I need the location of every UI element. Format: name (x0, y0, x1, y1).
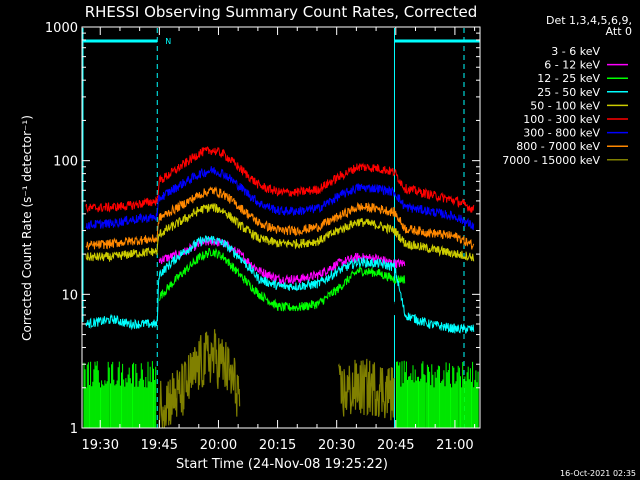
legend-label: 7000 - 15000 keV (502, 154, 600, 167)
footer-timestamp: 16-Oct-2021 02:35 (560, 469, 636, 478)
legend-header: Det 1,3,4,5,6,9, (546, 14, 632, 27)
night-annotation: N (165, 37, 171, 46)
night-markers: N (82, 28, 480, 428)
chart-title: RHESSI Observing Summary Count Rates, Co… (85, 3, 478, 21)
series-line (85, 146, 475, 213)
legend-label: 100 - 300 keV (523, 113, 600, 126)
legend-header: Att 0 (606, 25, 632, 38)
plot-frame (81, 26, 481, 429)
legend-label: 25 - 50 keV (537, 86, 600, 99)
series-night-noise (396, 360, 479, 428)
y-tick-label: 1 (70, 422, 78, 437)
legend-label: 800 - 7000 keV (516, 140, 600, 153)
legend-label: 3 - 6 keV (551, 45, 600, 58)
series-line (85, 235, 475, 334)
series-group (83, 146, 479, 429)
y-axis-label: Corrected Count Rate (s⁻¹ detector⁻¹) (20, 115, 34, 341)
series-line (158, 263, 406, 343)
legend-label: 6 - 12 keV (544, 59, 600, 72)
y-tick-label: 10 (61, 288, 78, 303)
series-line (158, 329, 395, 429)
series-line (85, 166, 475, 231)
legend-label: 12 - 25 keV (537, 72, 600, 85)
legend-label: 50 - 100 keV (530, 99, 600, 112)
series-line (85, 185, 475, 250)
x-tick-label: 21:00 (436, 438, 473, 453)
x-tick-label: 20:45 (377, 438, 414, 453)
x-axis-label: Start Time (24-Nov-08 19:25:22) (176, 457, 388, 472)
y-tick-label: 100 (53, 155, 78, 170)
series-line (158, 247, 406, 312)
x-tick-label: 20:30 (318, 438, 355, 453)
x-tick-label: 20:00 (200, 438, 237, 453)
x-tick-label: 19:45 (141, 438, 178, 453)
axes: 1 10 100 1000 19:30 19:45 20:00 20:15 20:30 20:45… (45, 21, 481, 453)
legend-label: 300 - 800 keV (523, 127, 600, 140)
series-night-noise (83, 361, 157, 428)
y-tick-label: 1000 (45, 21, 78, 36)
x-tick-label: 20:15 (259, 438, 296, 453)
x-tick-label: 19:30 (82, 438, 119, 453)
series-line (85, 203, 475, 262)
